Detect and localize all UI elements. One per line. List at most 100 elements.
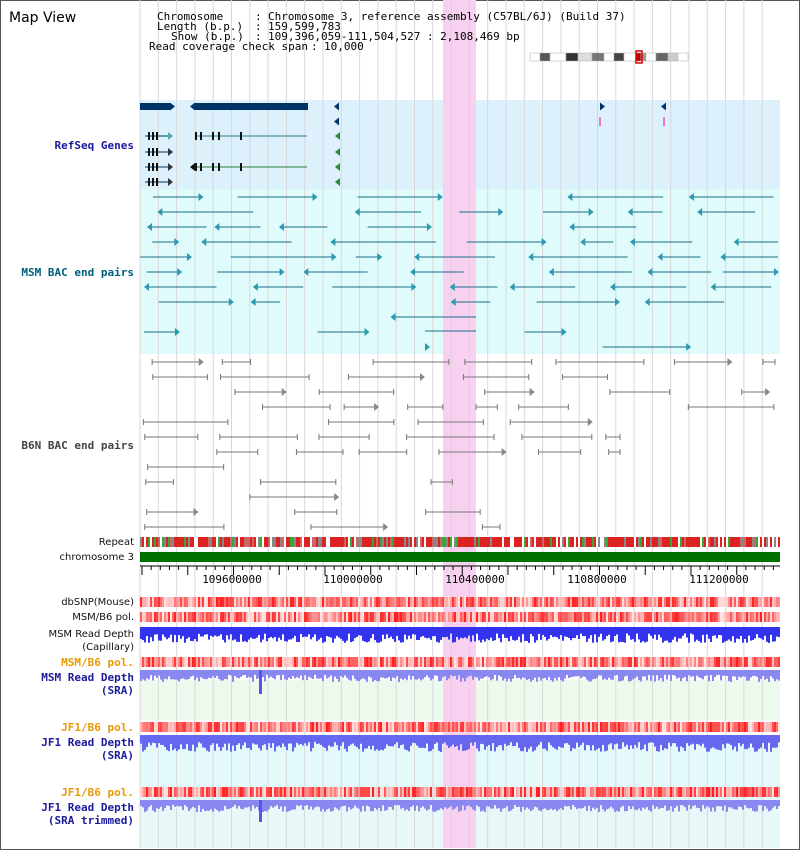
msm-pol-strip: [592, 612, 594, 622]
msm-pol-strip: [438, 612, 440, 622]
jf1-pol-strip: [320, 722, 322, 732]
msm-depth-bar: [772, 627, 774, 642]
jf1-pol-strip: [444, 722, 446, 732]
dbsnp-strip: [364, 597, 366, 607]
msm-sra-depth-bar: [148, 670, 150, 680]
dbsnp-strip: [596, 597, 598, 607]
jf1-pol-strip: [230, 722, 232, 732]
dbsnp-strip: [690, 597, 692, 607]
jf1-depth-bar: [676, 735, 678, 747]
jf1-depth-bar: [380, 735, 382, 750]
jf1-depth-bar: [306, 735, 308, 746]
jf1-depth-bar: [686, 735, 688, 744]
dbsnp-strip: [142, 597, 144, 607]
msm-pol-sra-strip: [484, 657, 486, 667]
dbsnp-strip: [398, 597, 400, 607]
repeat-mark: [398, 537, 400, 547]
msm-depth-bar: [704, 627, 706, 643]
msm-sra-depth-bar: [768, 670, 770, 682]
repeat-mark: [434, 537, 436, 547]
msm-depth-bar: [222, 627, 224, 640]
dbsnp-strip: [518, 597, 520, 607]
msm-pol-strip: [298, 612, 300, 622]
jf1-trim-depth-bar: [336, 800, 338, 809]
msm-depth-bar: [454, 627, 456, 643]
dbsnp-strip: [652, 597, 654, 607]
repeat-mark: [276, 537, 278, 547]
msm-pol-sra-strip: [764, 657, 766, 667]
jf1-trim-depth-bar: [714, 800, 716, 812]
jf1-pol-trim-strip: [608, 787, 610, 797]
dbsnp-strip: [250, 597, 252, 607]
repeat-mark: [662, 537, 664, 547]
jf1-depth-bar: [456, 735, 458, 747]
jf1-depth-bar: [554, 735, 556, 749]
msm-pol-strip: [566, 612, 568, 622]
repeat-mark: [620, 537, 622, 547]
repeat-mark: [204, 537, 206, 547]
msm-pol-sra-strip: [208, 657, 210, 667]
msm-depth-bar: [406, 627, 408, 640]
jf1-trim-depth-bar: [422, 800, 424, 807]
repeat-mark: [686, 537, 688, 547]
msm-pol-sra-strip: [194, 657, 196, 667]
msm-pol-sra-strip: [600, 657, 602, 667]
dbsnp-strip: [604, 597, 606, 607]
msm-sra-depth-bar: [452, 670, 454, 677]
msm-sra-depth-bar: [724, 670, 726, 676]
msm-pol-strip: [230, 612, 232, 622]
msm-depth-bar: [538, 627, 540, 634]
dbsnp-strip: [534, 597, 536, 607]
jf1-depth-bar: [360, 735, 362, 744]
repeat-mark: [244, 537, 246, 547]
depth-spike: [259, 670, 262, 694]
msm-pol-strip: [362, 612, 364, 622]
jf1-pol-trim-strip: [764, 787, 766, 797]
jf1-depth-bar: [188, 735, 190, 751]
msm-depth-bar: [624, 627, 626, 643]
repeat-mark: [562, 537, 564, 547]
msm-sra-depth-bar: [218, 670, 220, 679]
msm-pol-strip: [286, 612, 288, 622]
jf1-depth-bar: [358, 735, 360, 750]
jf1-depth-bar: [296, 735, 298, 743]
msm-depth-bar: [244, 627, 246, 642]
jf1-trim-depth-bar: [746, 800, 748, 808]
msm-depth-bar: [156, 627, 158, 635]
jf1-trim-depth-bar: [378, 800, 380, 808]
dbsnp-strip: [692, 597, 694, 607]
jf1-pol-strip: [604, 722, 606, 732]
msm-pol-sra-strip: [434, 657, 436, 667]
jf1-depth-bar: [392, 735, 394, 747]
repeat-mark: [172, 537, 174, 547]
msm-sra-depth-bar: [670, 670, 672, 681]
repeat-mark: [482, 537, 484, 547]
dbsnp-strip: [560, 597, 562, 607]
msm-sra-depth-bar: [410, 670, 412, 680]
msm-pol-strip: [718, 612, 720, 622]
jf1-trim-depth-bar: [252, 800, 254, 806]
dbsnp-strip: [620, 597, 622, 607]
msm-pol-strip: [418, 612, 420, 622]
jf1-pol-trim-strip: [464, 787, 466, 797]
dbsnp-strip: [350, 597, 352, 607]
dbsnp-strip: [580, 597, 582, 607]
msm-depth-bar: [630, 627, 632, 640]
msm-pol-sra-strip: [762, 657, 764, 667]
jf1-pol-trim-strip: [748, 787, 750, 797]
jf1-pol-trim-strip: [448, 787, 450, 797]
jf1-pol-trim-strip: [598, 787, 600, 797]
dbsnp-strip: [400, 597, 402, 607]
repeat-mark: [728, 537, 730, 547]
jf1-depth-bar: [374, 735, 376, 751]
repeat-mark: [586, 537, 588, 547]
msm-pol-strip: [600, 612, 602, 622]
jf1-trim-depth-bar: [506, 800, 508, 807]
msm-pol-strip: [288, 612, 290, 622]
msm-pol-sra-strip: [198, 657, 200, 667]
jf1-trim-depth-bar: [230, 800, 232, 809]
msm-pol-strip: [208, 612, 210, 622]
jf1-pol-trim-strip: [304, 787, 306, 797]
msm-sra-depth-bar: [324, 670, 326, 676]
